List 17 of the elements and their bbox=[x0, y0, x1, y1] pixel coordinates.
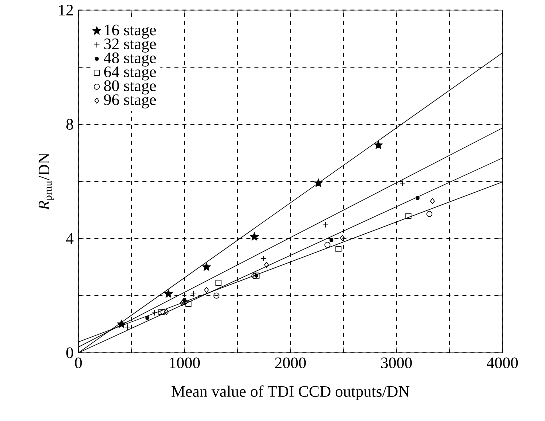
legend-label: 64 stage bbox=[104, 66, 156, 81]
x-tick-label: 2000 bbox=[275, 358, 306, 368]
x-tick-label: 1000 bbox=[170, 358, 200, 368]
legend-label: 16 stage bbox=[105, 24, 156, 39]
x-tick-label: 4000 bbox=[486, 358, 518, 368]
x-tick-label: 3000 bbox=[381, 358, 412, 368]
legend-label: 32 stage bbox=[104, 38, 156, 53]
y-tick-label: 0 bbox=[66, 348, 74, 358]
y-tick-label: 4 bbox=[66, 234, 74, 244]
legend-label: 96 stage bbox=[104, 94, 156, 109]
legend-label: 48 stage bbox=[104, 52, 156, 67]
legend-label: 80 stage bbox=[104, 80, 156, 95]
x-tick-label: 0 bbox=[75, 358, 82, 368]
y-tick-label: 8 bbox=[66, 119, 74, 130]
x-axis-title: Mean value of TDI CCD outputs/DN bbox=[172, 386, 410, 400]
y-axis-title: R$_{prnu}$/DN bbox=[38, 153, 54, 211]
y-tick-label: 12 bbox=[59, 5, 74, 16]
